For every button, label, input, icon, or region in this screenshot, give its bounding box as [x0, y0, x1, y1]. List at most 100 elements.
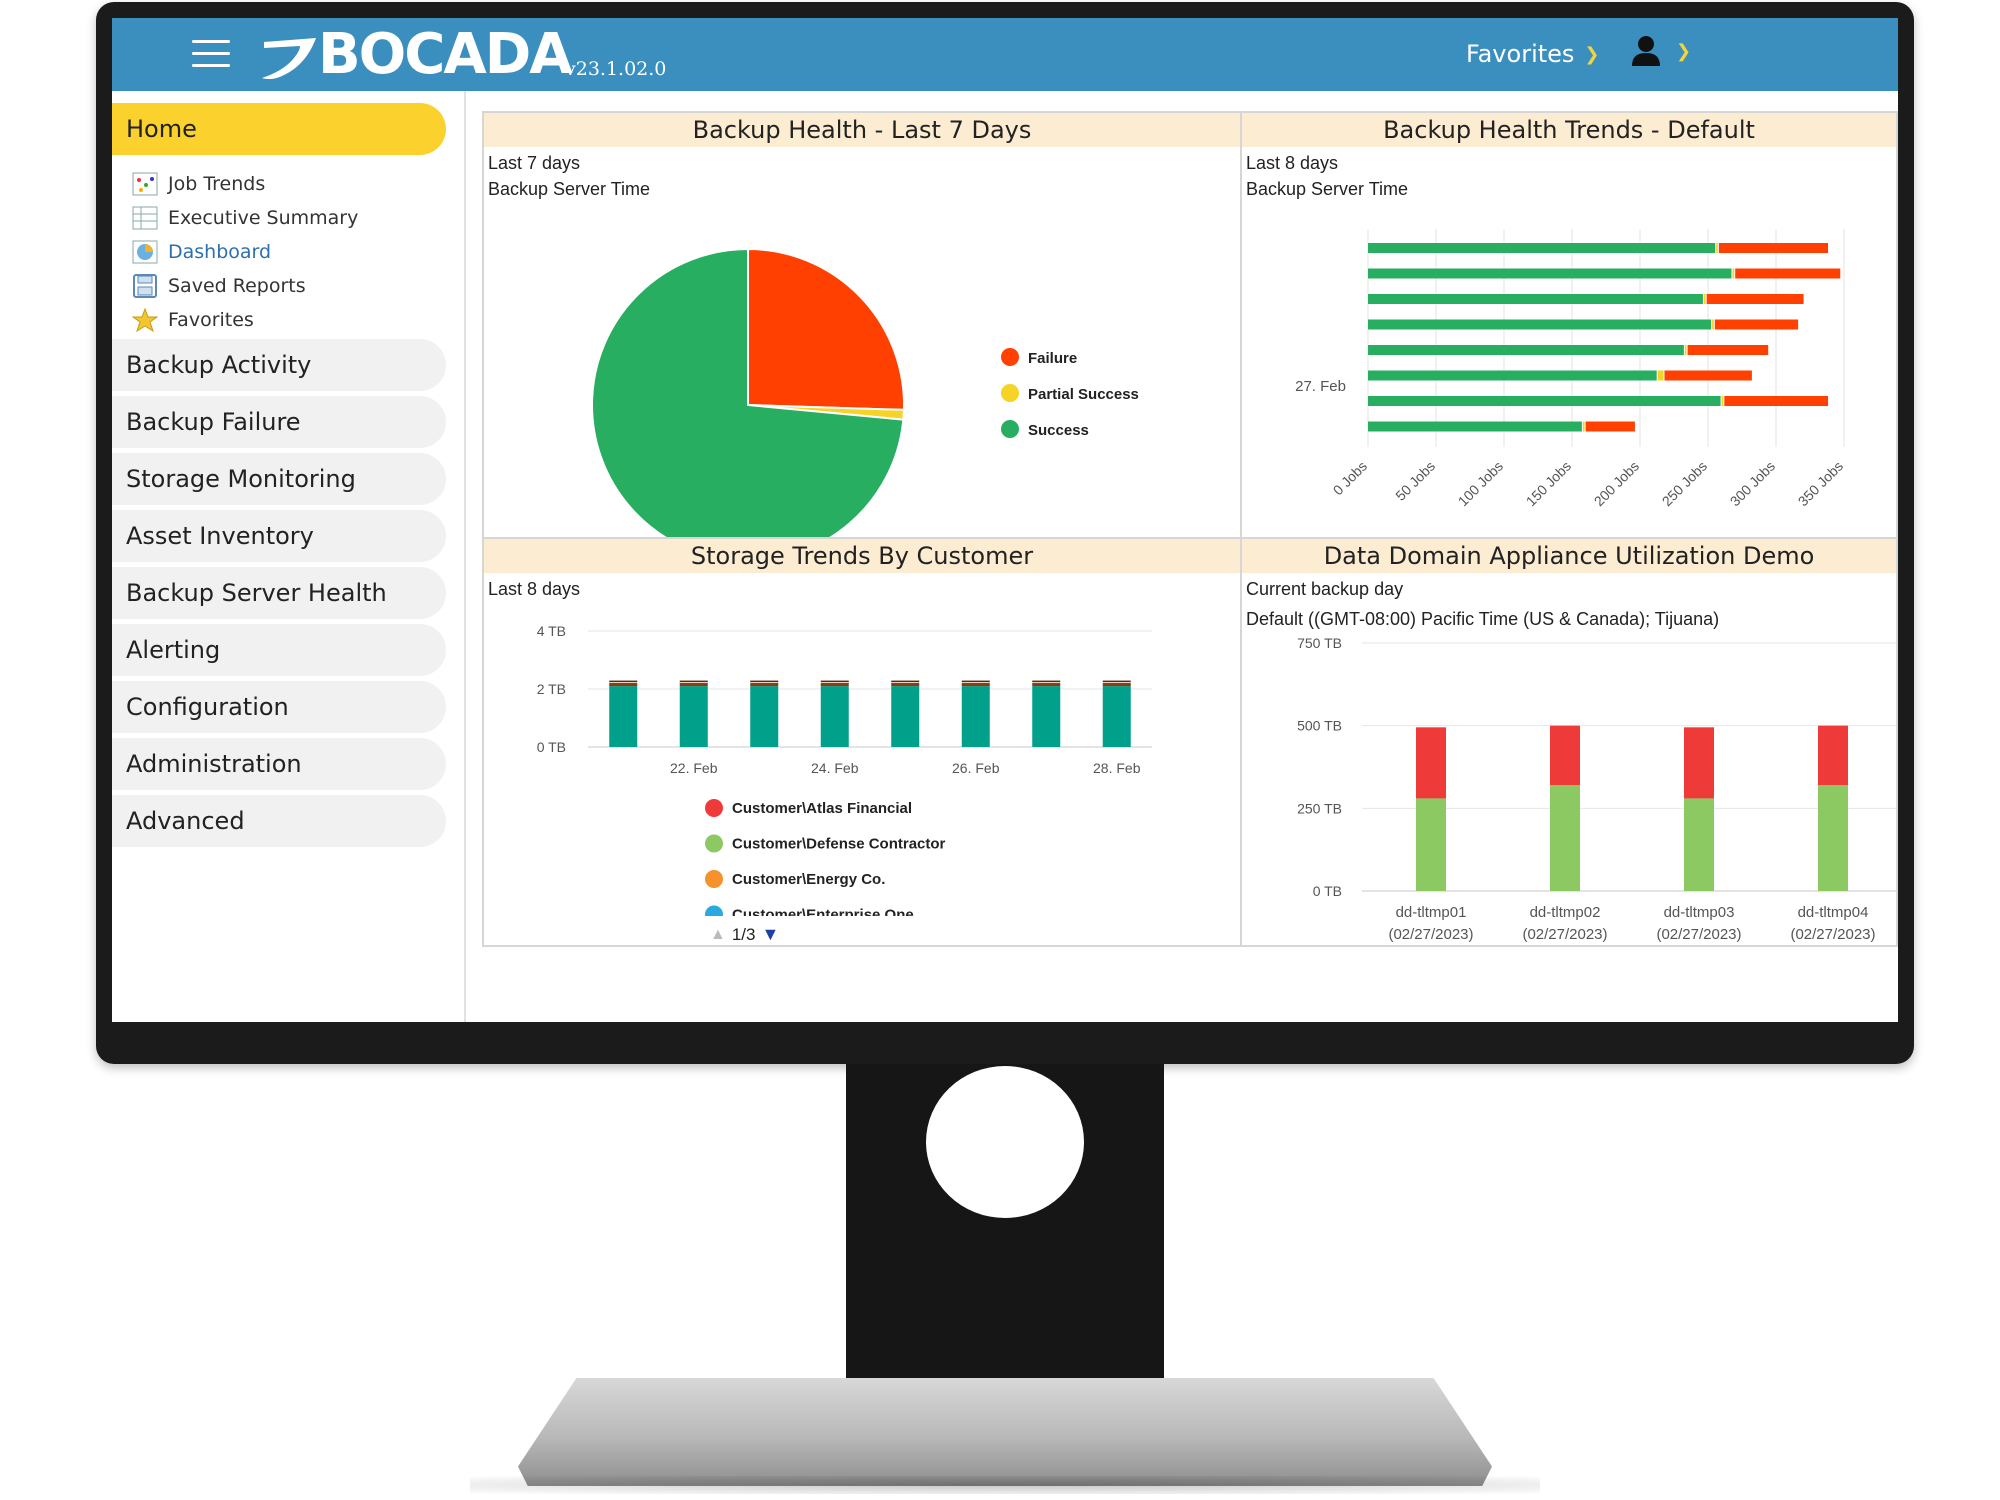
sidebar-item-backup-failure[interactable]: Backup Failure: [112, 396, 446, 448]
bar-segment: [750, 682, 779, 687]
x-tick-date: (02/27/2023): [1388, 926, 1473, 943]
legend-label: Failure: [1028, 350, 1077, 367]
panel-data-domain-utilization: Data Domain Appliance Utilization Demo C…: [1240, 537, 1898, 947]
hamburger-menu-icon[interactable]: [192, 40, 230, 70]
panel-subtitle: Default ((GMT-08:00) Pacific Time (US & …: [1246, 609, 1720, 629]
sidebar-item-label: Administration: [126, 750, 302, 778]
bar-segment: [1732, 268, 1735, 279]
storage-bar-chart: 0 TB 2 TB 4 TB 22. Feb 24. Feb 26. Feb 28. Feb…: [537, 623, 1152, 930]
panel-subtitle: Backup Server Time: [1246, 179, 1409, 199]
sidebar-item-label: Backup Server Health: [126, 579, 387, 607]
x-tick-date: (02/27/2023): [1790, 926, 1875, 943]
x-tick-label: 0 Jobs: [1330, 458, 1370, 498]
dashboard-icon: [132, 240, 158, 264]
sidebar-item-backup-server-health[interactable]: Backup Server Health: [112, 567, 446, 619]
bar-segment: [891, 686, 920, 747]
sidebar-item-label: Storage Monitoring: [126, 465, 356, 493]
bar-segment: [1718, 243, 1829, 253]
bar-segment: [1368, 370, 1657, 381]
bar-segment: [1368, 319, 1712, 330]
x-tick-date: (02/27/2023): [1656, 926, 1741, 943]
y-tick-label: 0 TB: [537, 739, 566, 755]
panel-title: Data Domain Appliance Utilization Demo: [1242, 539, 1896, 573]
bar-segment: [679, 686, 708, 747]
legend-label: Success: [1028, 422, 1089, 439]
x-tick-label: 300 Jobs: [1727, 458, 1778, 509]
top-header: BOCADA v23.1.02.0 Favorites ❯ ❯: [112, 18, 1898, 91]
bar-segment: [891, 682, 920, 684]
bar-segment: [891, 680, 920, 683]
sidebar-item-home[interactable]: Home: [112, 103, 446, 155]
bar-segment: [609, 682, 638, 684]
bar-segment: [1102, 682, 1131, 684]
bar-segment: [1032, 682, 1061, 687]
sidebar-item-label: Backup Activity: [126, 351, 312, 379]
bar-segment: [1368, 396, 1721, 406]
bar-segment: [1368, 268, 1732, 279]
bar-segment: [1102, 682, 1131, 687]
bar-segment: [1712, 319, 1714, 330]
favorites-dropdown[interactable]: Favorites ❯: [1466, 40, 1600, 68]
table-icon: [132, 206, 158, 230]
legend-marker: [705, 799, 723, 817]
sidebar-subitem-favorites[interactable]: Favorites: [131, 305, 254, 335]
pager-down-icon[interactable]: ▼: [761, 924, 780, 944]
x-tick-label: 100 Jobs: [1455, 458, 1506, 509]
sidebar-item-label: Home: [126, 115, 197, 143]
sidebar-subitem-executive-summary[interactable]: Executive Summary: [132, 203, 358, 233]
bar-segment: [1368, 294, 1703, 304]
bar-segment: [820, 682, 849, 687]
legend-label: Customer\Energy Co.: [732, 871, 885, 888]
sidebar-item-configuration[interactable]: Configuration: [112, 681, 446, 733]
bar-segment: [1416, 727, 1446, 799]
x-tick-label: 26. Feb: [952, 760, 1000, 776]
sidebar: Home Job Trends Executive Summary Dashbo…: [112, 91, 466, 1022]
sidebar-item-asset-inventory[interactable]: Asset Inventory: [112, 510, 446, 562]
panel-subtitle: Last 7 days: [488, 153, 581, 173]
x-tick-label: 24. Feb: [811, 760, 859, 776]
bar-segment: [820, 682, 849, 684]
bar-segment: [679, 680, 708, 683]
stand-cable-hole: [926, 1066, 1084, 1218]
bar-segment: [750, 682, 779, 684]
panel-subtitle: Last 8 days: [1246, 153, 1339, 173]
bar-segment: [609, 680, 638, 683]
x-tick-label: 22. Feb: [670, 760, 718, 776]
sidebar-subitem-job-trends[interactable]: Job Trends: [132, 169, 265, 199]
panel-title: Backup Health Trends - Default: [1242, 113, 1896, 147]
bar-segment: [1724, 396, 1829, 406]
bar-segment: [1585, 421, 1635, 432]
legend-marker: [705, 834, 723, 853]
sidebar-item-alerting[interactable]: Alerting: [112, 624, 446, 676]
bar-segment: [1684, 345, 1687, 355]
panel-backup-health: Backup Health - Last 7 Days Last 7 days …: [482, 111, 1242, 539]
bar-segment: [679, 682, 708, 684]
user-icon: [1632, 36, 1660, 66]
sidebar-subitem-dashboard[interactable]: Dashboard: [132, 237, 271, 267]
sidebar-item-storage-monitoring[interactable]: Storage Monitoring: [112, 453, 446, 505]
bocada-logo[interactable]: BOCADA: [260, 26, 573, 84]
sidebar-item-backup-activity[interactable]: Backup Activity: [112, 339, 446, 391]
x-tick-date: (02/27/2023): [1522, 926, 1607, 943]
sidebar-subitem-label: Executive Summary: [168, 207, 359, 229]
sidebar-subitem-saved-reports[interactable]: Saved Reports: [132, 271, 306, 301]
bar-segment: [1102, 680, 1131, 683]
y-tick-label: 250 TB: [1297, 800, 1342, 816]
sidebar-subitem-label: Job Trends: [168, 173, 266, 195]
panel-storage-trends: Storage Trends By Customer Last 8 days 0…: [482, 537, 1242, 947]
panel-title: Storage Trends By Customer: [484, 539, 1240, 573]
x-tick-label: 150 Jobs: [1523, 458, 1574, 509]
favorites-label: Favorites: [1466, 40, 1575, 68]
sidebar-subitem-label: Dashboard: [168, 241, 272, 263]
sidebar-item-administration[interactable]: Administration: [112, 738, 446, 790]
base-shadow: [470, 1476, 1540, 1494]
pager-up-icon[interactable]: ▲: [710, 925, 726, 943]
panel-backup-health-trends: Backup Health Trends - Default Last 8 da…: [1240, 111, 1898, 539]
monitor-base: [518, 1378, 1492, 1486]
bar-segment: [1687, 345, 1769, 355]
bar-segment: [891, 682, 920, 687]
sidebar-item-label: Asset Inventory: [126, 522, 314, 550]
sidebar-item-advanced[interactable]: Advanced: [112, 795, 446, 847]
user-menu[interactable]: ❯: [1630, 34, 1691, 68]
bar-segment: [1368, 421, 1582, 432]
